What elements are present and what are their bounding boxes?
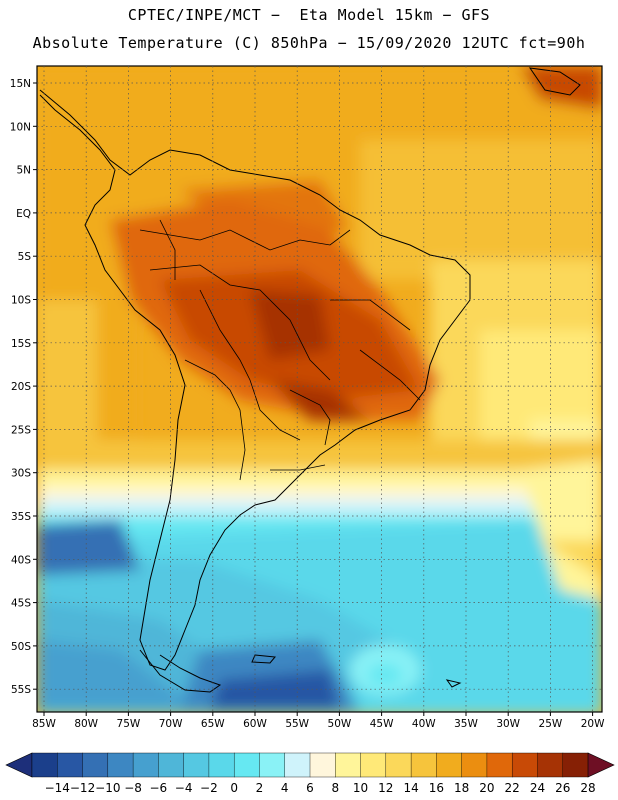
lat-label: 10S [11, 295, 31, 307]
legend-swatch [335, 752, 362, 778]
lat-label: 5N [16, 165, 31, 177]
legend-swatch [385, 752, 412, 778]
lon-label: 85W [32, 718, 56, 730]
legend-label: 26 [555, 781, 570, 795]
legend-label: −14 [45, 781, 70, 795]
legend-swatch [562, 752, 589, 778]
lat-label: 55S [11, 684, 31, 696]
legend-label: 6 [306, 781, 314, 795]
country-borders [139, 219, 421, 481]
legend-label: −8 [124, 781, 142, 795]
legend-label: −2 [200, 781, 218, 795]
lon-label: 55W [285, 718, 309, 730]
legend-label: 16 [429, 781, 444, 795]
legend-label: 2 [256, 781, 264, 795]
legend-swatch [309, 752, 336, 778]
legend-label: 14 [403, 781, 418, 795]
legend-swatch [183, 752, 210, 778]
legend-swatch [461, 752, 488, 778]
lat-label: 50S [11, 641, 31, 653]
legend-swatch [82, 752, 109, 778]
legend-swatch [107, 752, 134, 778]
latitude-labels: 15N 10N 5N EQ 5S 10S 15S 20S 25S 30S 35S 40S 45S 50S 5… [10, 78, 37, 696]
legend-swatch [31, 752, 58, 778]
lat-label: EQ [16, 208, 31, 220]
lon-label: 75W [117, 718, 141, 730]
legend-swatch [360, 752, 387, 778]
lon-label: 70W [159, 718, 183, 730]
lon-label: 80W [74, 718, 98, 730]
lat-label: 5S [18, 251, 32, 263]
legend-swatch [259, 752, 286, 778]
legend-min-arrow [5, 752, 33, 778]
temperature-map: 15N 10N 5N EQ 5S 10S 15S 20S 25S 30S 35S 40S 45S 50S 5… [10, 65, 605, 730]
lon-label: 35W [454, 718, 478, 730]
lat-label: 40S [11, 554, 31, 566]
legend-label: 22 [505, 781, 520, 795]
legend-label: 4 [281, 781, 289, 795]
lon-label: 50W [328, 718, 352, 730]
legend-swatch [284, 752, 311, 778]
coastline [39, 67, 581, 693]
lat-label: 15S [11, 338, 31, 350]
lat-label: 30S [11, 468, 31, 480]
lat-label: 10N [10, 121, 31, 133]
color-legend: −14 −12 −10 −8 −6 −4 −2 0 2 4 6 8 10 12 14 16 18 20 22 24 26… [5, 752, 615, 795]
lat-label: 20S [11, 381, 31, 393]
legend-label: −12 [70, 781, 95, 795]
legend-swatch [208, 752, 235, 778]
temperature-field [37, 66, 602, 712]
legend-label: 20 [479, 781, 494, 795]
legend-label: 28 [580, 781, 595, 795]
header-title-field: Absolute Temperature (C) 850hPa − 15/09/… [32, 34, 586, 52]
legend-swatch [436, 752, 463, 778]
legend-max-arrow [587, 752, 615, 778]
lon-label: 25W [539, 718, 563, 730]
lon-label: 20W [581, 718, 605, 730]
lon-label: 30W [496, 718, 520, 730]
legend-label: 18 [454, 781, 469, 795]
legend-label: −4 [175, 781, 193, 795]
legend-label: 12 [378, 781, 393, 795]
legend-label: 10 [353, 781, 368, 795]
lat-label: 35S [11, 511, 31, 523]
legend-swatch [132, 752, 159, 778]
header-title-model: CPTEC/INPE/MCT − Eta Model 15km − GFS [127, 6, 491, 24]
legend-label: 24 [530, 781, 545, 795]
legend-label: −10 [95, 781, 120, 795]
legend-swatch [511, 752, 538, 778]
legend-swatch [537, 752, 564, 778]
lat-label: 15N [10, 78, 31, 90]
legend-label: −6 [150, 781, 168, 795]
legend-swatch [158, 752, 185, 778]
lon-label: 60W [243, 718, 267, 730]
legend-swatch [57, 752, 84, 778]
legend-swatch [486, 752, 513, 778]
legend-swatch [410, 752, 437, 778]
lon-label: 65W [201, 718, 225, 730]
longitude-labels: 85W 80W 75W 70W 65W 60W 55W 50W 45W 40W 35W 30W 25W 2… [32, 712, 605, 730]
legend-swatch [233, 752, 260, 778]
legend-label: 8 [331, 781, 339, 795]
lon-label: 40W [412, 718, 436, 730]
lon-label: 45W [370, 718, 394, 730]
lat-label: 25S [11, 424, 31, 436]
lat-label: 45S [11, 598, 31, 610]
legend-label: 0 [230, 781, 238, 795]
